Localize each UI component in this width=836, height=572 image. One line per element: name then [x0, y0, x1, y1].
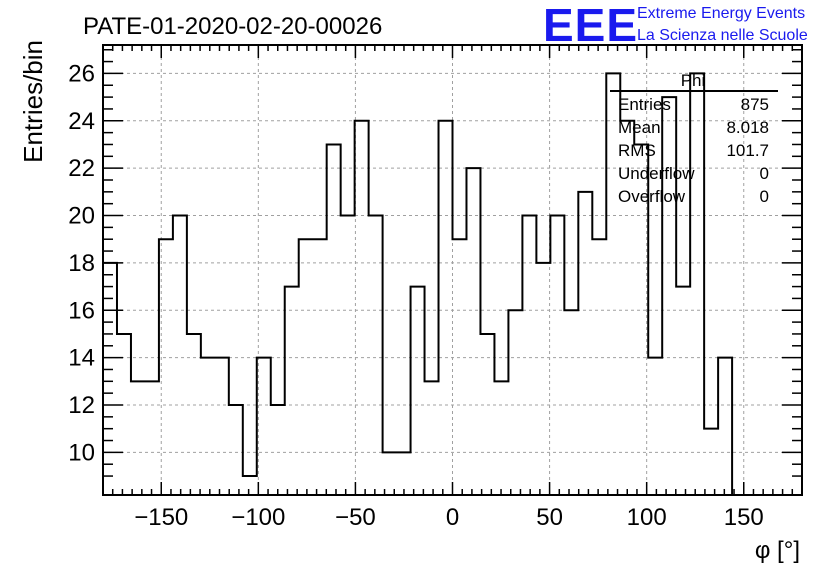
axis-ticks — [103, 45, 802, 495]
x-tick-label: −150 — [134, 504, 188, 531]
x-tick-labels: −150 −100 −50 0 50 100 150 — [134, 504, 764, 531]
x-tick-label: 0 — [446, 504, 459, 531]
stats-title: Phi — [681, 71, 706, 90]
grid-lines — [103, 45, 802, 495]
y-tick-label: 22 — [68, 155, 95, 182]
stats-label: Mean — [618, 118, 661, 137]
stats-value: 0 — [760, 164, 769, 183]
stats-value: 0 — [760, 187, 769, 206]
stats-label: Overflow — [618, 187, 686, 206]
logo-line-1: Extreme Energy Events — [637, 5, 805, 22]
x-tick-label: 50 — [536, 504, 563, 531]
stats-value: 8.018 — [726, 118, 769, 137]
stats-label: Entries — [618, 95, 671, 114]
y-tick-label: 10 — [68, 439, 95, 466]
y-axis-label: Entries/bin — [18, 40, 48, 163]
y-tick-label: 14 — [68, 345, 95, 372]
stats-value: 875 — [741, 95, 769, 114]
x-axis-label: φ [°] — [755, 537, 800, 564]
x-tick-label: −100 — [231, 504, 285, 531]
x-tick-label: 100 — [627, 504, 667, 531]
y-tick-label: 20 — [68, 203, 95, 230]
y-tick-label: 16 — [68, 297, 95, 324]
histogram-outline — [103, 72, 734, 495]
eee-logo: EEE — [543, 0, 638, 51]
y-tick-label: 24 — [68, 108, 95, 135]
x-tick-label: −50 — [335, 504, 376, 531]
y-tick-label: 26 — [68, 60, 95, 87]
y-tick-label: 12 — [68, 392, 95, 419]
stats-label: Underflow — [618, 164, 695, 183]
stats-value: 101.7 — [726, 141, 769, 160]
x-tick-label: 150 — [724, 504, 764, 531]
stats-box: Phi Entries 875 Mean 8.018 RMS 101.7 Underflow… — [610, 71, 778, 206]
y-tick-label: 18 — [68, 250, 95, 277]
logo-line-2: La Scienza nelle Scuole — [637, 27, 808, 44]
run-title: PATE-01-2020-02-20-00026 — [83, 13, 382, 40]
stats-label: RMS — [618, 141, 656, 160]
y-tick-labels: 10 12 14 16 18 20 22 24 26 — [68, 60, 95, 466]
